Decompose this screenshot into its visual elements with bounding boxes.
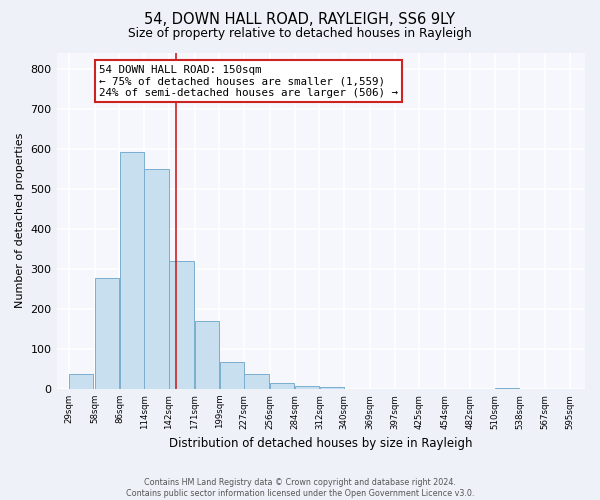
Text: Size of property relative to detached houses in Rayleigh: Size of property relative to detached ho… [128, 28, 472, 40]
Bar [270, 383, 295, 389]
Bar [195, 321, 219, 389]
Bar [169, 261, 194, 389]
Bar [220, 362, 244, 389]
Bar [320, 387, 344, 389]
Bar [69, 374, 94, 389]
Y-axis label: Number of detached properties: Number of detached properties [15, 133, 25, 308]
Text: Contains HM Land Registry data © Crown copyright and database right 2024.
Contai: Contains HM Land Registry data © Crown c… [126, 478, 474, 498]
X-axis label: Distribution of detached houses by size in Rayleigh: Distribution of detached houses by size … [169, 437, 473, 450]
Bar [295, 386, 319, 389]
Text: 54, DOWN HALL ROAD, RAYLEIGH, SS6 9LY: 54, DOWN HALL ROAD, RAYLEIGH, SS6 9LY [145, 12, 455, 28]
Bar [495, 388, 519, 389]
Text: 54 DOWN HALL ROAD: 150sqm
← 75% of detached houses are smaller (1,559)
24% of se: 54 DOWN HALL ROAD: 150sqm ← 75% of detac… [99, 64, 398, 98]
Bar [95, 278, 119, 389]
Bar [244, 374, 269, 389]
Bar [145, 168, 169, 389]
Bar [119, 152, 144, 389]
